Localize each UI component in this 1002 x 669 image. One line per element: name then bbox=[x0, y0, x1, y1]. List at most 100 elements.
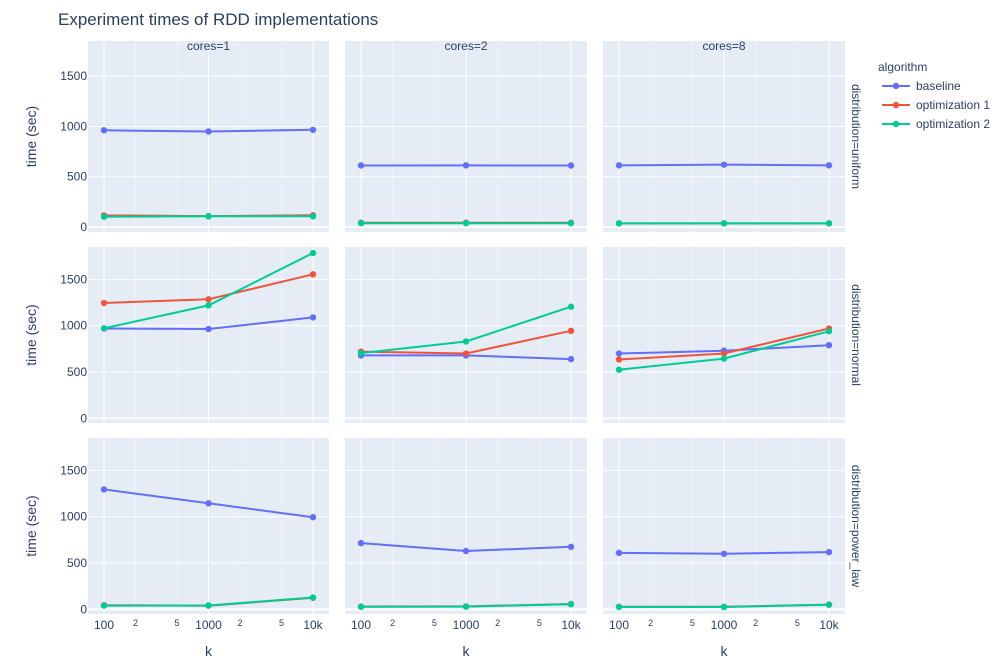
data-point bbox=[720, 161, 728, 168]
data-point bbox=[462, 603, 470, 610]
data-point bbox=[462, 162, 470, 169]
data-point bbox=[100, 127, 108, 134]
data-point bbox=[615, 603, 623, 611]
x-tick-label: 1000 bbox=[711, 618, 738, 632]
legend[interactable]: algorithm baseline optimization 1 optimiza… bbox=[878, 60, 990, 131]
data-point bbox=[205, 213, 212, 220]
x-minor-tick-label: 5 bbox=[279, 618, 284, 628]
x-axis-title: k bbox=[205, 643, 213, 659]
y-axis-title: time (sec) bbox=[23, 495, 39, 556]
data-point bbox=[615, 366, 623, 373]
data-point bbox=[205, 500, 212, 507]
x-tick-label: 10k bbox=[819, 618, 839, 632]
data-point bbox=[720, 350, 728, 357]
data-point bbox=[720, 603, 728, 611]
data-point bbox=[462, 350, 470, 357]
data-point bbox=[825, 162, 833, 169]
legend-label: baseline bbox=[916, 79, 961, 93]
x-axis-title: k bbox=[721, 643, 729, 659]
x-tick-label: 100 bbox=[609, 618, 629, 632]
data-point bbox=[615, 162, 623, 169]
data-point bbox=[100, 325, 108, 332]
y-tick-label: 500 bbox=[67, 556, 87, 570]
x-tick-label: 10k bbox=[561, 618, 581, 632]
column-facet-label: cores=2 bbox=[444, 39, 487, 53]
row-facet-label: distribution=power_law bbox=[849, 465, 863, 588]
x-minor-tick-label: 2 bbox=[495, 618, 500, 628]
y-tick-label: 0 bbox=[80, 220, 87, 234]
x-minor-tick-label: 5 bbox=[537, 618, 542, 628]
y-tick-label: 1000 bbox=[60, 319, 87, 333]
x-minor-tick-label: 2 bbox=[753, 618, 758, 628]
data-point bbox=[205, 302, 212, 309]
data-point bbox=[615, 350, 623, 357]
legend-marker bbox=[892, 82, 900, 90]
row-facet-label: distribution=normal bbox=[849, 284, 863, 386]
data-point bbox=[720, 220, 728, 227]
data-point bbox=[825, 328, 833, 335]
x-minor-tick-label: 5 bbox=[432, 618, 437, 628]
x-minor-tick-label: 5 bbox=[175, 618, 180, 628]
y-tick-label: 0 bbox=[80, 411, 87, 425]
y-tick-label: 0 bbox=[80, 602, 87, 616]
x-minor-tick-label: 2 bbox=[133, 618, 138, 628]
data-point bbox=[567, 601, 575, 608]
data-point bbox=[357, 162, 365, 169]
data-point bbox=[205, 296, 212, 303]
data-point bbox=[567, 219, 575, 227]
data-point bbox=[615, 220, 623, 227]
data-point bbox=[720, 355, 728, 362]
data-point bbox=[825, 220, 833, 227]
legend-label: optimization 2 bbox=[916, 117, 990, 131]
data-point bbox=[567, 327, 575, 335]
data-point bbox=[309, 213, 317, 220]
y-axis-title: time (sec) bbox=[23, 304, 39, 365]
data-point bbox=[567, 162, 575, 169]
y-tick-label: 1000 bbox=[60, 119, 87, 133]
data-point bbox=[567, 355, 575, 363]
column-facet-label: cores=8 bbox=[702, 39, 745, 53]
y-tick-label: 1500 bbox=[60, 69, 87, 83]
legend-item[interactable]: optimization 1 bbox=[882, 98, 990, 112]
data-point bbox=[205, 602, 212, 609]
data-point bbox=[462, 547, 470, 555]
legend-marker bbox=[892, 120, 900, 128]
x-minor-tick-label: 5 bbox=[795, 618, 800, 628]
x-minor-tick-label: 2 bbox=[237, 618, 242, 628]
legend-title: algorithm bbox=[878, 60, 927, 74]
data-point bbox=[100, 602, 108, 609]
data-point bbox=[100, 213, 108, 220]
legend-item[interactable]: optimization 2 bbox=[882, 117, 990, 131]
x-tick-label: 1000 bbox=[195, 618, 222, 632]
data-point bbox=[462, 338, 470, 345]
x-minor-tick-label: 5 bbox=[690, 618, 695, 628]
data-point bbox=[205, 325, 212, 333]
y-tick-label: 1500 bbox=[60, 463, 87, 477]
y-axis-title: time (sec) bbox=[23, 106, 39, 167]
row-facet-label: distribution=uniform bbox=[849, 84, 863, 189]
data-point bbox=[309, 514, 317, 521]
y-tick-label: 1000 bbox=[60, 510, 87, 524]
chart-title: Experiment times of RDD implementations bbox=[58, 10, 378, 29]
y-tick-label: 500 bbox=[67, 365, 87, 379]
data-point bbox=[825, 341, 833, 349]
data-point bbox=[309, 249, 317, 257]
data-point bbox=[720, 550, 728, 557]
y-tick-label: 1500 bbox=[60, 272, 87, 286]
data-point bbox=[567, 543, 575, 551]
x-minor-tick-label: 2 bbox=[648, 618, 653, 628]
data-point bbox=[357, 603, 365, 610]
x-tick-label: 10k bbox=[303, 618, 323, 632]
data-point bbox=[309, 314, 317, 321]
x-tick-label: 100 bbox=[94, 618, 114, 632]
data-point bbox=[205, 128, 212, 135]
column-facet-label: cores=1 bbox=[187, 39, 230, 53]
x-axis-title: k bbox=[463, 643, 471, 659]
legend-item[interactable]: baseline bbox=[882, 79, 961, 93]
data-point bbox=[615, 549, 623, 557]
data-point bbox=[309, 126, 317, 133]
x-tick-label: 1000 bbox=[453, 618, 480, 632]
data-point bbox=[825, 548, 833, 556]
